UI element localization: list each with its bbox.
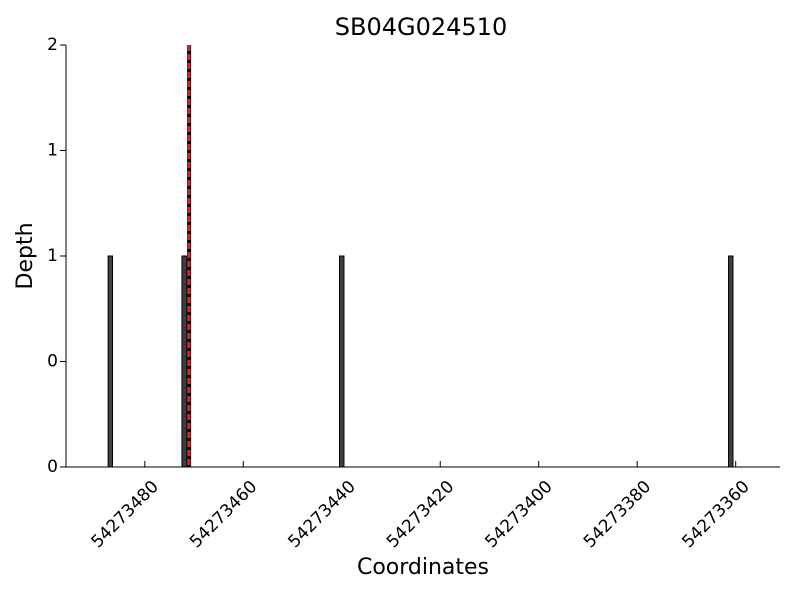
- x-tick-label: 54273400: [481, 477, 556, 552]
- y-tick-label: 1: [47, 246, 58, 266]
- y-tick-label: 2: [47, 35, 58, 55]
- bar: [339, 255, 345, 468]
- x-axis-label: Coordinates: [357, 555, 489, 580]
- chart-title: SB04G024510: [335, 13, 507, 41]
- x-tick-label: 54273380: [580, 477, 655, 552]
- bar: [107, 255, 114, 468]
- bar: [181, 255, 187, 468]
- x-tick-label: 54273420: [383, 477, 458, 552]
- y-tick-label: 0: [47, 352, 58, 372]
- y-tick-label: 0: [47, 457, 58, 477]
- x-tick-label: 54273480: [87, 477, 162, 552]
- bar: [728, 255, 734, 468]
- y-axis-label: Depth: [13, 222, 38, 289]
- x-tick-label: 54273360: [678, 477, 753, 552]
- y-tick-label: 1: [47, 141, 58, 161]
- x-tick-label: 54273440: [284, 477, 359, 552]
- x-tick-label: 54273460: [186, 477, 261, 552]
